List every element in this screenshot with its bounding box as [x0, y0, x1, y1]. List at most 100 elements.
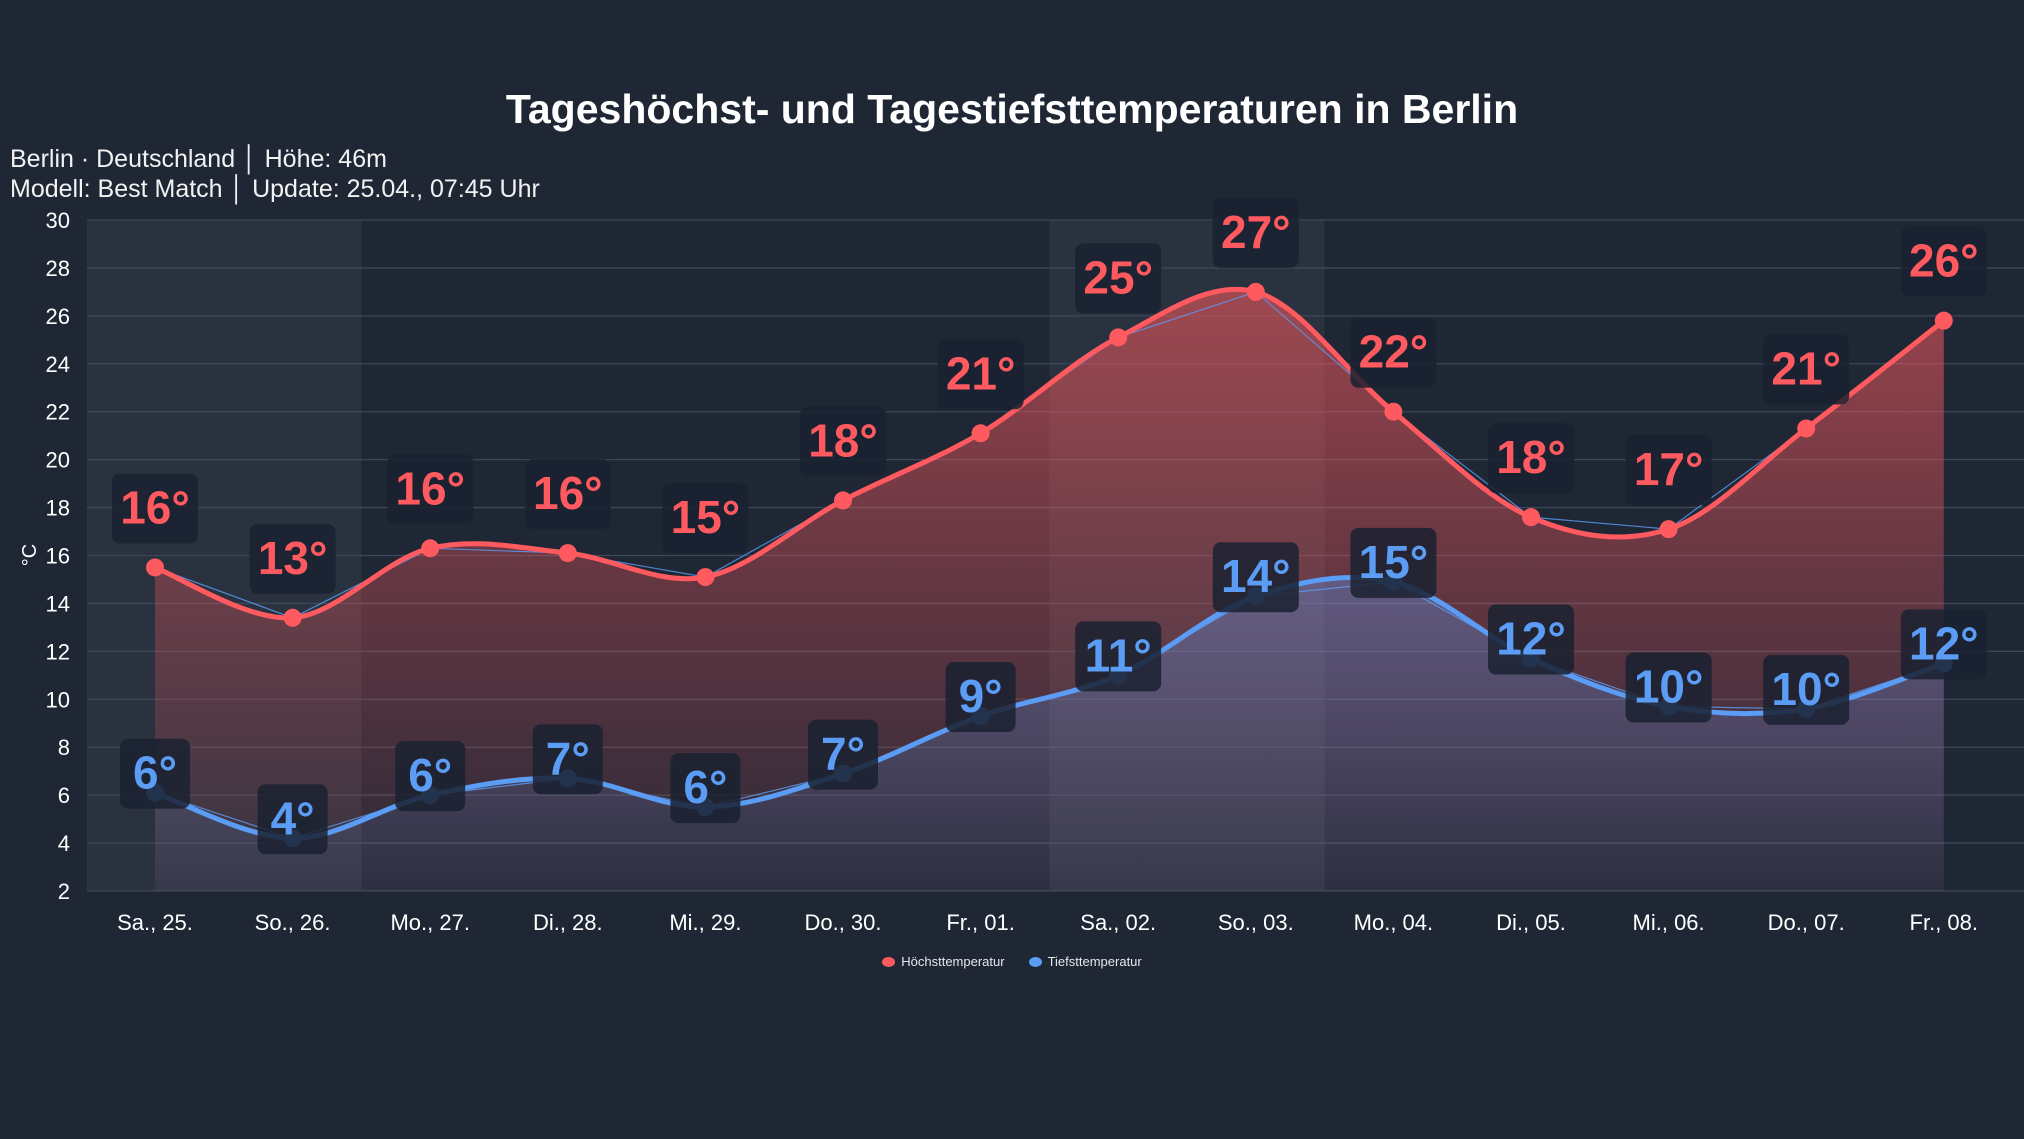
- point-high: [971, 424, 990, 443]
- point-high: [1659, 520, 1678, 539]
- x-tick-label: Fr., 08.: [1910, 910, 1978, 935]
- point-high: [1797, 419, 1816, 438]
- data-label-bg: [1350, 527, 1437, 598]
- y-tick-label: 20: [46, 448, 70, 473]
- data-label-bg: [808, 719, 878, 790]
- data-label-bg: [1350, 317, 1437, 388]
- y-tick-label: 4: [58, 831, 70, 856]
- data-label-bg: [1900, 609, 1987, 680]
- y-tick-label: 10: [46, 687, 70, 712]
- data-label-high: 18°: [808, 414, 878, 466]
- data-label-bg: [1763, 334, 1850, 405]
- data-label-bg: [120, 738, 190, 809]
- data-label-bg: [1075, 621, 1162, 692]
- x-tick-label: Sa., 25.: [117, 910, 193, 935]
- point-high: [146, 558, 164, 577]
- y-tick-label: 12: [46, 639, 70, 664]
- data-label-bg: [662, 483, 749, 554]
- data-label-high: 16°: [120, 481, 190, 533]
- data-label-bg: [1212, 197, 1299, 268]
- y-tick-label: 14: [46, 591, 70, 616]
- data-label-high: 18°: [1496, 431, 1566, 483]
- data-label-bg: [387, 454, 474, 525]
- x-tick-label: So., 03.: [1218, 910, 1294, 935]
- data-label-low: 9°: [959, 670, 1003, 722]
- data-label-bg: [670, 753, 741, 824]
- point-high: [1109, 328, 1128, 347]
- legend-marker-high: [882, 956, 896, 967]
- data-label-high: 21°: [1771, 342, 1841, 394]
- data-label-bg: [937, 339, 1024, 410]
- legend-label-high: Höchsttemperatur: [901, 954, 1005, 969]
- data-label-high: 26°: [1909, 235, 1979, 287]
- data-label-low: 12°: [1496, 613, 1566, 665]
- data-label-low: 7°: [821, 728, 865, 780]
- data-label-bg: [1488, 604, 1574, 675]
- y-tick-label: 28: [46, 256, 70, 281]
- data-label-high: 25°: [1083, 251, 1153, 303]
- point-high: [1246, 282, 1265, 301]
- y-tick-label: 26: [46, 304, 70, 329]
- data-label-bg: [524, 459, 611, 530]
- data-label-low: 15°: [1359, 536, 1429, 588]
- data-label-bg: [1488, 423, 1574, 494]
- point-high: [421, 539, 440, 558]
- data-label-high: 13°: [258, 532, 328, 584]
- point-high: [834, 491, 852, 510]
- data-label-low: 10°: [1634, 660, 1704, 712]
- data-label-low: 7°: [546, 732, 590, 784]
- data-label-bg: [249, 523, 336, 594]
- data-label-bg: [945, 662, 1016, 733]
- data-label-low: 11°: [1085, 629, 1152, 681]
- data-label-low: 4°: [271, 792, 315, 844]
- legend-label-low: Tiefsttemperatur: [1047, 954, 1142, 969]
- data-label-bg: [257, 784, 328, 855]
- data-label-bg: [1625, 435, 1712, 506]
- x-tick-label: Di., 05.: [1496, 910, 1566, 935]
- data-label-bg: [1625, 652, 1712, 723]
- data-label-low: 12°: [1909, 617, 1979, 669]
- y-tick-label: 22: [46, 400, 70, 425]
- data-label-high: 16°: [533, 467, 603, 519]
- x-tick-label: Do., 07.: [1768, 910, 1845, 935]
- x-tick-label: Mo., 04.: [1354, 910, 1433, 935]
- point-high: [696, 568, 715, 587]
- x-tick-label: Di., 28.: [533, 910, 603, 935]
- point-high: [283, 608, 302, 627]
- data-label-bg: [112, 473, 198, 544]
- y-tick-label: 18: [46, 496, 70, 521]
- data-label-low: 6°: [408, 749, 452, 801]
- chart-title: Tageshöchst- und Tagestiefsttemperaturen…: [505, 86, 1519, 132]
- y-tick-label: 16: [46, 544, 70, 569]
- data-label-bg: [1763, 654, 1850, 725]
- y-axis-label: °C: [19, 544, 41, 566]
- x-tick-label: So., 26.: [255, 910, 331, 935]
- x-tick-label: Mi., 06.: [1633, 910, 1705, 935]
- x-tick-label: Mo., 27.: [390, 910, 469, 935]
- data-label-low: 10°: [1771, 663, 1841, 715]
- x-tick-label: Fr., 01.: [946, 910, 1014, 935]
- data-label-high: 27°: [1221, 206, 1291, 258]
- data-label-bg: [532, 724, 603, 795]
- point-high: [1934, 311, 1953, 330]
- x-tick-label: Mi., 29.: [669, 910, 741, 935]
- data-label-high: 16°: [395, 462, 465, 514]
- data-label-high: 21°: [946, 347, 1016, 399]
- y-tick-label: 6: [58, 783, 70, 808]
- x-tick-label: Sa., 02.: [1080, 910, 1156, 935]
- x-tick-label: Do., 30.: [804, 910, 881, 935]
- data-label-low: 14°: [1221, 550, 1291, 602]
- data-label-bg: [800, 406, 886, 477]
- location-subtitle: Berlin · Deutschland │ Höhe: 46m: [10, 145, 387, 173]
- legend: Höchsttemperatur Tiefsttemperatur: [0, 954, 2024, 969]
- model-subtitle: Modell: Best Match │ Update: 25.04., 07:…: [10, 175, 540, 203]
- legend-item-low[interactable]: Tiefsttemperatur: [1028, 954, 1142, 969]
- legend-item-high[interactable]: Höchsttemperatur: [882, 954, 1005, 969]
- y-tick-label: 2: [58, 879, 70, 904]
- data-label-bg: [1212, 542, 1299, 613]
- data-label-high: 15°: [671, 491, 741, 543]
- y-tick-label: 24: [46, 352, 70, 377]
- point-high: [1384, 402, 1403, 421]
- legend-marker-low: [1028, 956, 1042, 967]
